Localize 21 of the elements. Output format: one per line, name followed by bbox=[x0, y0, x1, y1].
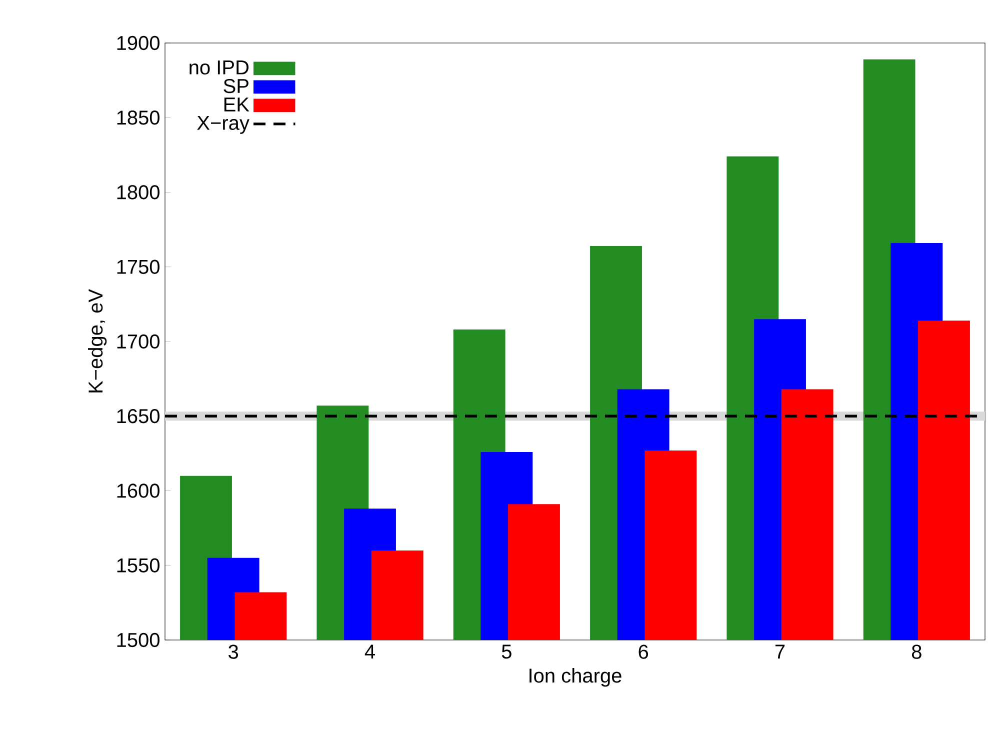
y-tick-label: 1850 bbox=[117, 110, 160, 125]
x-axis-title: Ion charge bbox=[530, 668, 622, 687]
y-tick-label: 1700 bbox=[117, 334, 160, 349]
x-tick-label: 3 bbox=[228, 644, 238, 659]
y-tick-label: 1550 bbox=[117, 558, 160, 572]
y-tick-label: 1650 bbox=[117, 409, 160, 424]
x-tick-label: 5 bbox=[502, 644, 512, 659]
x-tick-label: 8 bbox=[912, 644, 922, 659]
x-tick-label: 6 bbox=[638, 644, 648, 659]
legend-label: X−ray bbox=[197, 116, 250, 134]
x-tick-label: 7 bbox=[775, 644, 785, 658]
y-tick-label: 1600 bbox=[117, 484, 160, 498]
y-tick-label: 1500 bbox=[117, 632, 160, 648]
y-tick-label: 1750 bbox=[117, 260, 160, 274]
y-tick-label: 1800 bbox=[117, 185, 160, 200]
y-axis-title: K−edge, eV bbox=[88, 289, 107, 392]
y-tick-label: 1900 bbox=[117, 36, 160, 50]
x-tick-label: 4 bbox=[364, 644, 375, 658]
legend-label: SP bbox=[224, 78, 248, 94]
legend-label: no IPD bbox=[190, 60, 249, 74]
legend-label: EK bbox=[224, 98, 250, 112]
